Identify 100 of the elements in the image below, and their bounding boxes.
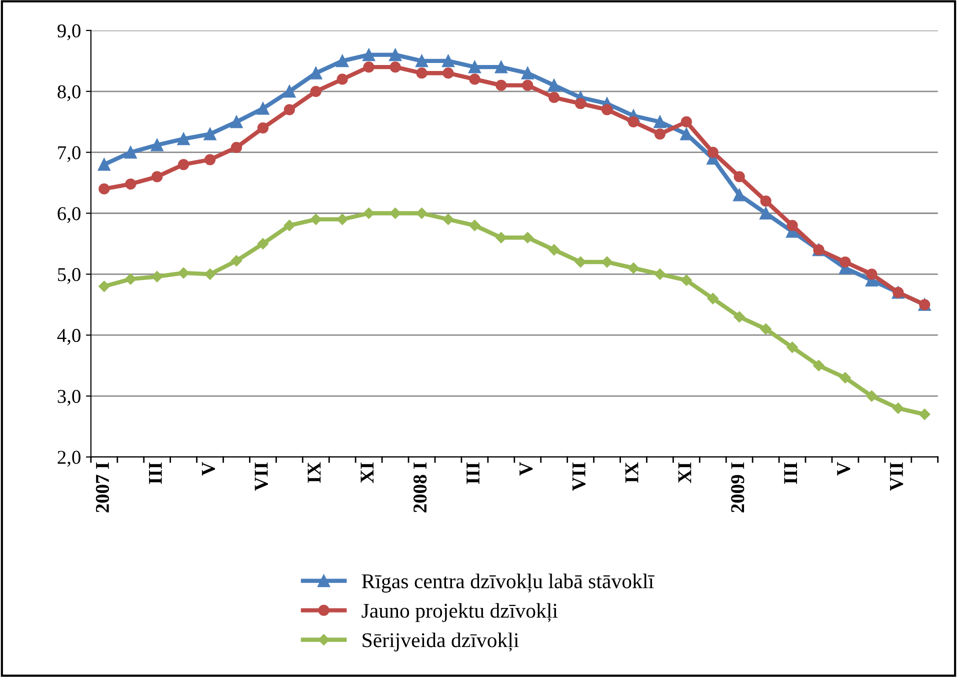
x-tick-label: XI <box>360 462 374 484</box>
point <box>124 146 137 159</box>
point <box>840 256 851 268</box>
point <box>654 268 666 280</box>
point <box>98 183 110 194</box>
point <box>654 116 666 128</box>
x-tick-label: III <box>466 462 480 484</box>
point <box>336 214 348 225</box>
point <box>469 220 480 232</box>
point <box>866 268 878 280</box>
point <box>98 158 110 171</box>
point <box>813 360 824 372</box>
y-tick-label: 2,0 <box>58 450 80 467</box>
point <box>840 372 851 384</box>
x-tick-label: V <box>837 462 850 476</box>
point <box>575 98 586 110</box>
point <box>522 80 534 91</box>
point <box>760 196 772 207</box>
point <box>125 273 136 285</box>
x-tick-label: VII <box>254 462 268 491</box>
y-tick-label: 6,0 <box>58 207 80 223</box>
point <box>442 54 454 68</box>
point <box>442 214 454 225</box>
point <box>548 79 560 92</box>
x-tick-label: IX <box>308 462 321 483</box>
x-tick-label: 2009 I <box>731 462 744 512</box>
point <box>680 116 692 128</box>
point <box>125 178 136 190</box>
point <box>628 116 640 128</box>
point <box>468 60 481 74</box>
point <box>442 68 454 79</box>
point <box>522 232 534 244</box>
point <box>389 48 402 62</box>
legend-label: Jauno projektu dzīvokļi <box>362 603 558 622</box>
legend-label: Rīgas centra dzīvokļu labā stāvoklī <box>362 574 654 593</box>
y-tick-label: 9,0 <box>58 24 80 40</box>
point <box>336 74 348 85</box>
point <box>760 323 772 335</box>
point <box>548 244 560 256</box>
point <box>363 61 374 73</box>
point <box>760 207 772 220</box>
point <box>416 68 428 79</box>
point <box>284 104 295 116</box>
x-tick-label: VII <box>890 462 904 491</box>
point <box>284 220 296 232</box>
y-tick-label: 8,0 <box>58 85 80 102</box>
point <box>548 92 560 104</box>
point <box>707 146 718 158</box>
point <box>98 280 110 292</box>
y-tick-label: 4,0 <box>57 328 80 345</box>
x-tick-label: III <box>149 462 162 484</box>
legend-label: Sērijveida dzīvokļi <box>362 632 519 652</box>
x-tick-label: 2007 I <box>96 462 110 512</box>
point <box>786 220 798 231</box>
y-tick-label: 3,0 <box>58 390 80 406</box>
point <box>283 85 296 98</box>
point <box>892 402 904 414</box>
point <box>204 154 216 166</box>
point <box>178 267 190 279</box>
point <box>734 311 745 322</box>
point <box>152 171 163 182</box>
point <box>919 408 930 420</box>
x-tick-label: V <box>202 462 215 476</box>
point <box>310 86 322 97</box>
point <box>654 128 666 140</box>
point <box>178 158 190 170</box>
x-tick-label: XI <box>678 462 692 484</box>
point <box>257 238 269 250</box>
point <box>733 188 746 202</box>
point <box>362 48 376 62</box>
point <box>494 60 508 74</box>
y-tick-label: 5,0 <box>58 268 80 284</box>
point <box>230 142 242 154</box>
point <box>256 102 270 115</box>
point <box>469 74 480 85</box>
point <box>230 255 242 266</box>
point <box>416 208 428 219</box>
point <box>204 128 216 140</box>
point <box>628 262 640 274</box>
point <box>496 80 507 91</box>
point <box>230 116 243 128</box>
point <box>601 104 613 116</box>
point <box>416 54 428 68</box>
point <box>734 171 745 182</box>
point <box>150 138 164 152</box>
point <box>257 122 269 134</box>
x-tick-label: V <box>520 462 533 476</box>
point <box>521 66 534 80</box>
y-tick-label: 7,0 <box>58 146 80 162</box>
x-tick-label: IX <box>625 462 638 483</box>
x-tick-label: 2008 I <box>414 462 427 512</box>
point <box>866 390 878 402</box>
point <box>310 214 322 225</box>
point <box>786 342 798 353</box>
point <box>390 208 401 219</box>
point <box>707 292 718 304</box>
point <box>680 274 692 286</box>
x-tick-label: III <box>784 462 797 484</box>
point <box>310 66 322 80</box>
point <box>336 54 349 68</box>
